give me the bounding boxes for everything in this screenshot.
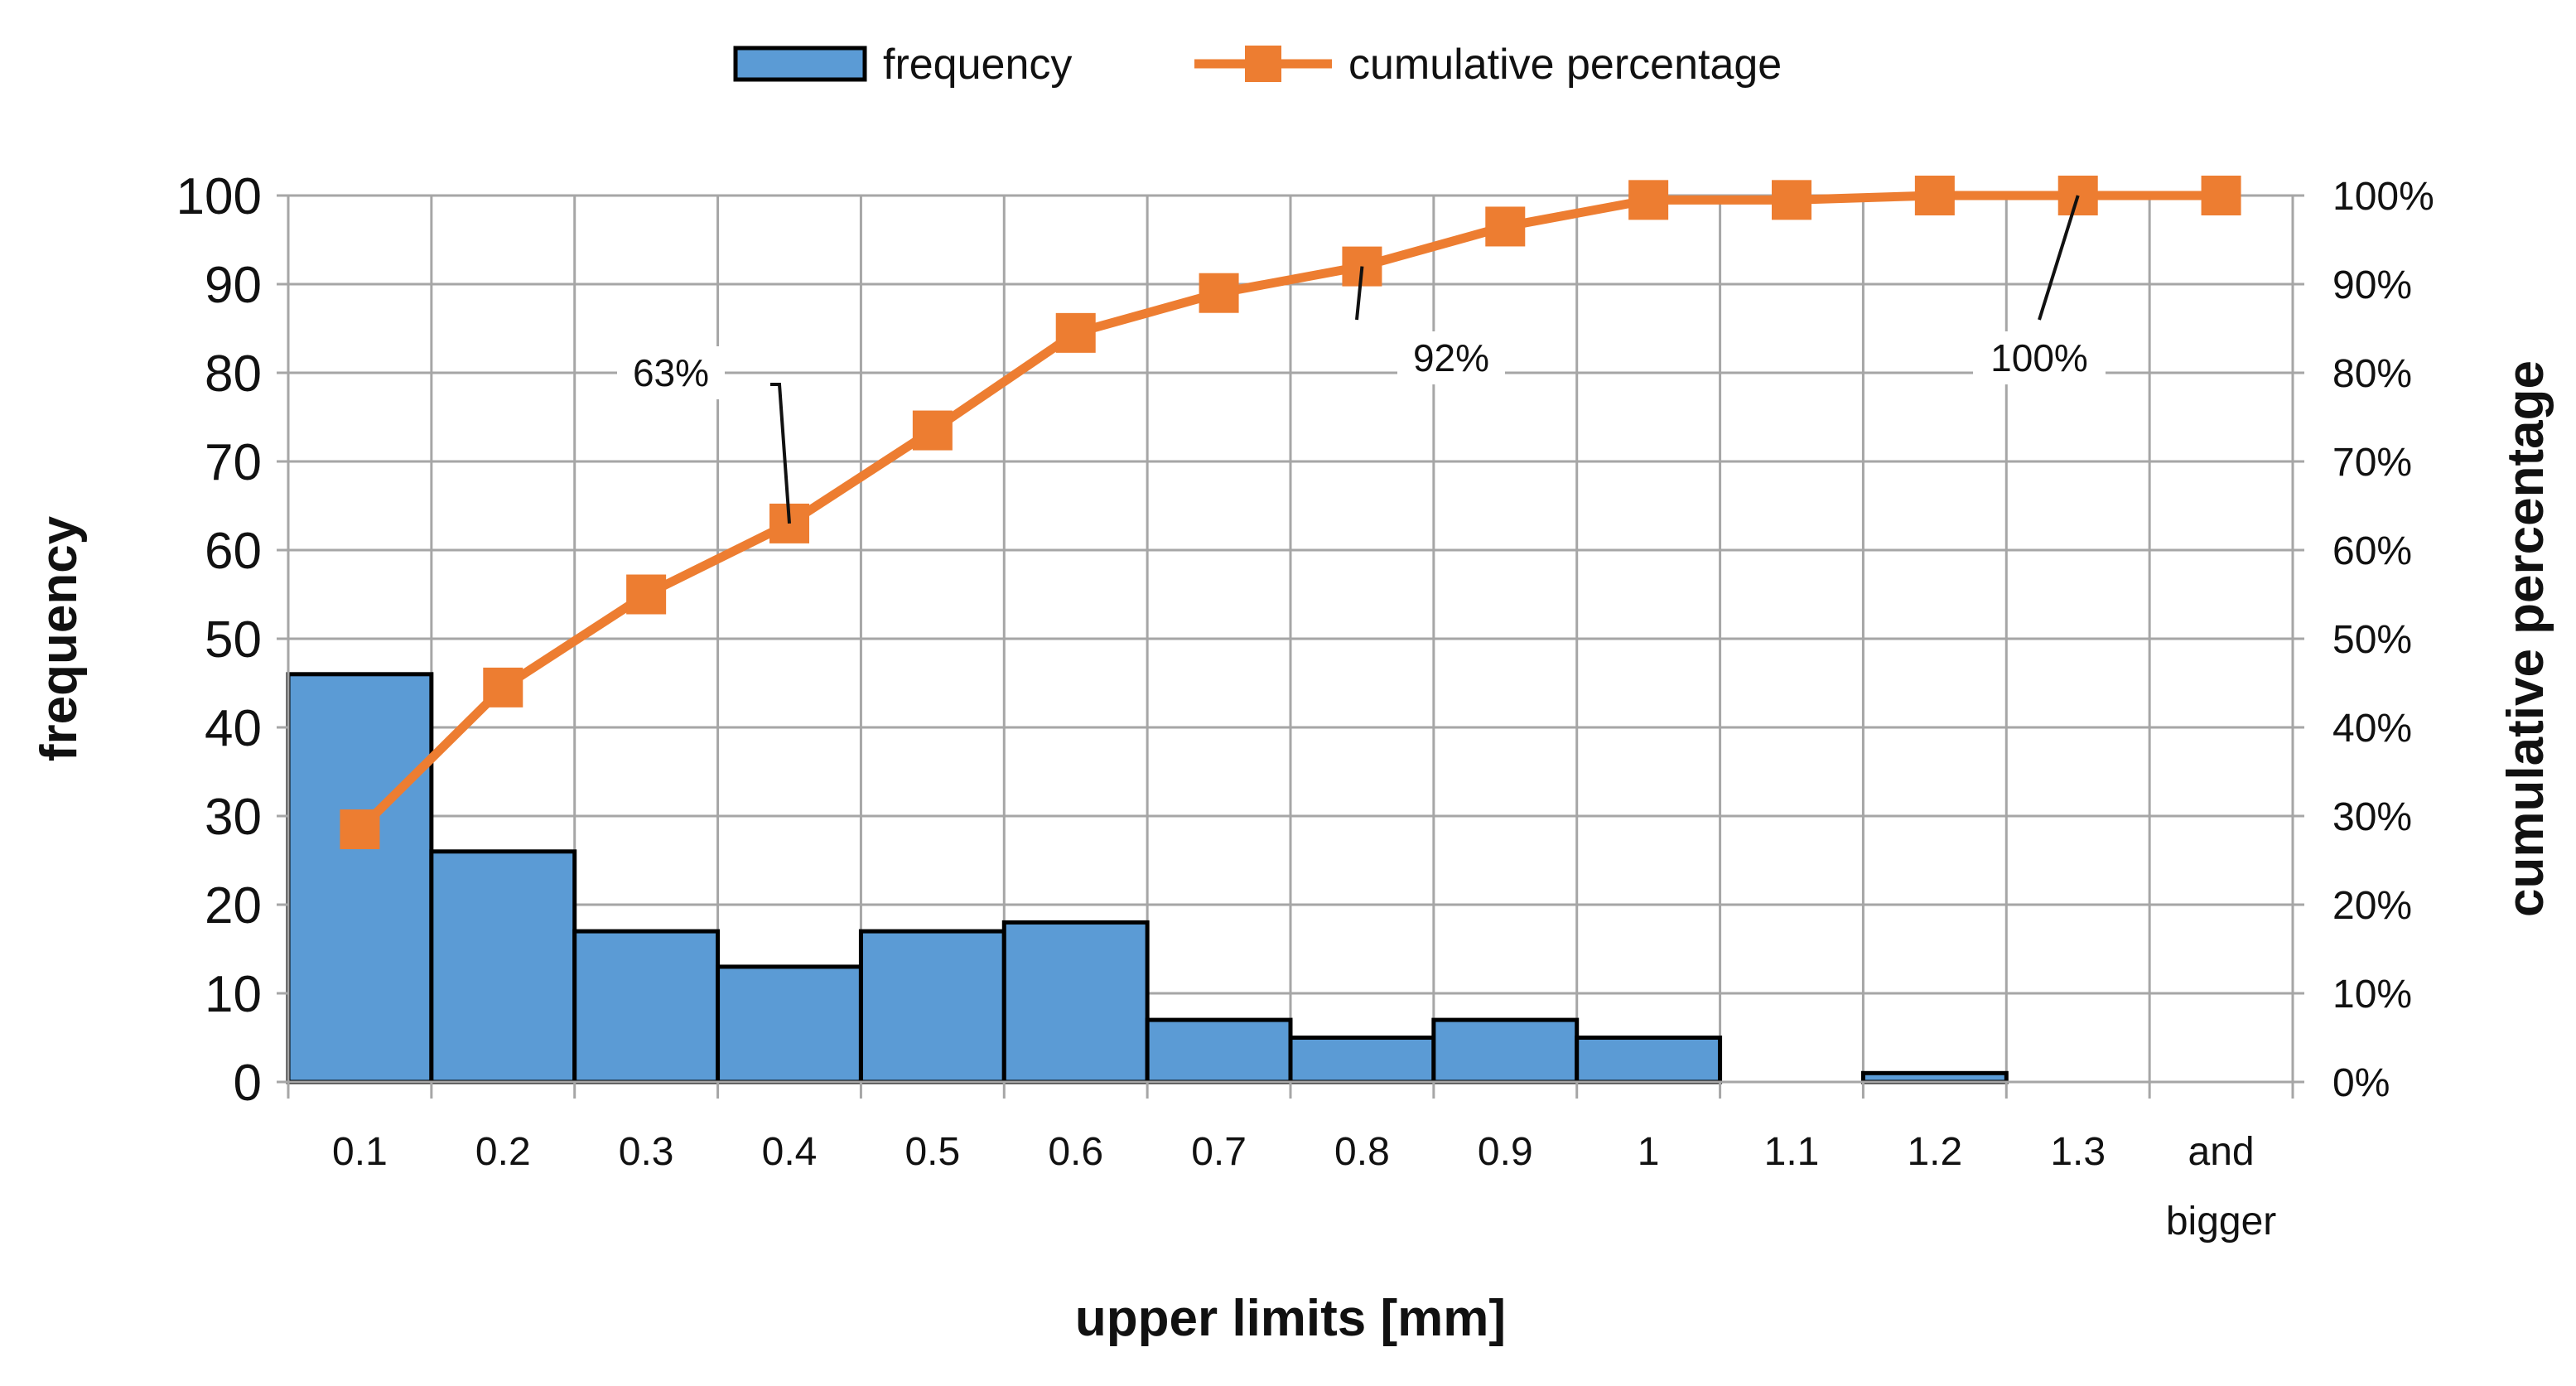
cumulative-point-and-bigger xyxy=(2201,176,2241,215)
y-tick-label: 60 xyxy=(205,523,262,580)
cumulative-point-0.9 xyxy=(1485,206,1526,247)
callout-background xyxy=(1397,331,1505,384)
bar-frequency-0.2 xyxy=(429,849,577,1084)
x-tick-label: 1 xyxy=(1638,1130,1660,1174)
cumulative-point-0.6 xyxy=(1055,312,1096,353)
callout-leader xyxy=(770,383,791,524)
y-tick-label: 80 xyxy=(205,345,262,403)
x-tick-label: 1.3 xyxy=(2050,1130,2106,1174)
y2-tick-label: 10% xyxy=(2332,973,2412,1017)
y-tick-label: 20 xyxy=(205,877,262,934)
y-tick-label: 50 xyxy=(205,611,262,669)
x-tick-label: 0.2 xyxy=(475,1130,531,1174)
cumulative-point-1 xyxy=(1628,180,1669,220)
cumulative-point-0.7 xyxy=(1199,273,1239,313)
cumulative-point-0.2 xyxy=(483,667,523,707)
x-tick-label: 0.6 xyxy=(1048,1130,1103,1174)
legend: frequency cumulative percentage xyxy=(733,41,1782,89)
legend-frequency-swatch xyxy=(733,46,867,82)
bar-frequency-1.2 xyxy=(1860,1070,2009,1084)
annotations: 63% 92% 100% xyxy=(617,195,2106,524)
y-tick-label: 40 xyxy=(205,700,262,757)
data-label-63pct: 63% xyxy=(633,351,709,394)
y2-tick-label: 100% xyxy=(2332,175,2434,219)
cumulative-point-0.3 xyxy=(626,574,667,615)
bar-frequency-1 xyxy=(1575,1036,1723,1084)
y-tick-label: 0 xyxy=(234,1055,262,1112)
y2-axis-title: cumulative percentage xyxy=(2497,360,2554,917)
legend-cumulative-label: cumulative percentage xyxy=(1348,41,1782,89)
x-tick-label: 0.9 xyxy=(1478,1130,1533,1174)
y2-tick-label: 60% xyxy=(2332,529,2412,573)
y2-tick-label: 90% xyxy=(2332,263,2412,307)
bar-frequency-0.5 xyxy=(858,929,1006,1084)
y-tick-label: 90 xyxy=(205,257,262,314)
x-tick-label: 0.1 xyxy=(332,1130,388,1174)
x-tick-label: 1.2 xyxy=(1907,1130,1962,1174)
bar-frequency-0.9 xyxy=(1431,1017,1580,1084)
x-tick-label: and xyxy=(2188,1130,2255,1174)
bar-frequency-0.1 xyxy=(286,672,434,1084)
callout-100pct: 100% xyxy=(1973,195,2106,384)
callout-background xyxy=(1973,331,2106,384)
cumulative-percentage-line xyxy=(356,191,2221,833)
legend-frequency-label: frequency xyxy=(883,41,1072,89)
x-tick-label: 0.3 xyxy=(619,1130,674,1174)
x-tick-label: 0.4 xyxy=(762,1130,818,1174)
callout-92pct: 92% xyxy=(1355,266,1505,384)
cumulative-point-1.2 xyxy=(1914,176,1955,215)
cumulative-point-0.5 xyxy=(912,410,953,451)
y2-tick-label: 40% xyxy=(2332,707,2412,751)
x-tick-label: 1.1 xyxy=(1764,1130,1820,1174)
x-tick-label: bigger xyxy=(2166,1200,2276,1244)
callout-63pct: 63% xyxy=(617,346,791,524)
y2-tick-label: 80% xyxy=(2332,352,2412,396)
axes: 0 0% 10 10% 20 20% 30 30% 40 40% 50 50% 60 60% 70 70% 80… xyxy=(176,168,2434,1244)
cumulative-point-1.1 xyxy=(1772,180,1811,220)
y-tick-label: 10 xyxy=(205,966,262,1023)
y-tick-label: 70 xyxy=(205,434,262,491)
y2-tick-label: 70% xyxy=(2332,441,2412,485)
callout-background xyxy=(617,346,725,399)
bar-frequency-0.4 xyxy=(716,964,863,1084)
x-tick-label: 0.8 xyxy=(1334,1130,1390,1174)
y2-tick-label: 20% xyxy=(2332,884,2412,928)
x-tick-label: 0.7 xyxy=(1191,1130,1247,1174)
cumulative-point-0.1 xyxy=(340,809,380,850)
y-tick-label: 30 xyxy=(205,789,262,846)
data-label-100pct: 100% xyxy=(1990,336,2088,379)
x-tick-label: 0.5 xyxy=(904,1130,960,1174)
y2-tick-label: 50% xyxy=(2332,618,2412,662)
legend-cumulative-marker xyxy=(1245,46,1281,82)
bar-frequency-0.8 xyxy=(1288,1036,1436,1084)
data-label-92pct: 92% xyxy=(1413,336,1489,379)
y2-tick-label: 30% xyxy=(2332,795,2412,839)
x-axis-title: upper limits [mm] xyxy=(1075,1290,1506,1347)
y2-tick-label: 0% xyxy=(2332,1061,2390,1105)
bar-frequency-0.3 xyxy=(572,929,721,1084)
y-axis-title: frequency xyxy=(31,515,88,761)
callout-leader xyxy=(2038,195,2080,321)
callout-leader xyxy=(1355,266,1364,321)
y-tick-label: 100 xyxy=(176,168,262,225)
bar-frequency-0.7 xyxy=(1145,1017,1293,1084)
bar-frequency-0.6 xyxy=(1001,920,1150,1084)
